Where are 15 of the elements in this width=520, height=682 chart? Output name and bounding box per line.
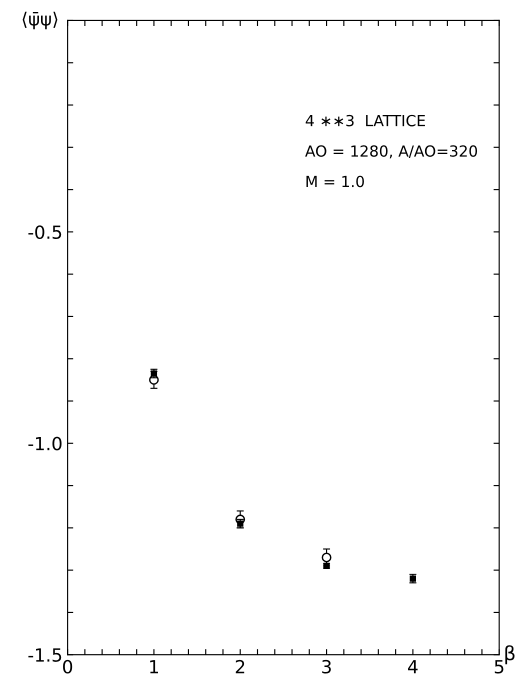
y-tick-label: -0.5 (28, 225, 62, 239)
x-tick-label: 2 (236, 660, 244, 674)
x-axis-title: β (505, 645, 515, 664)
point (322, 552, 332, 562)
y-tick-label: -1.0 (28, 436, 62, 450)
annotation: M = 1.0 (306, 176, 364, 188)
x-tick-label: 0 (63, 660, 72, 674)
x-tick-label: 5 (494, 660, 504, 674)
y-tick-label: -1.5 (28, 648, 62, 662)
annotation: AO = 1280, A/AO=320 (305, 145, 478, 158)
y-axis-title: ⟨ψ̄ψ⟩ (22, 12, 58, 30)
x-tick-label: 1 (150, 660, 158, 674)
annotation: 4 ∗∗3 LATTICE (306, 114, 425, 126)
x-tick-label: 3 (322, 660, 331, 674)
x-tick-label: 4 (408, 660, 418, 674)
